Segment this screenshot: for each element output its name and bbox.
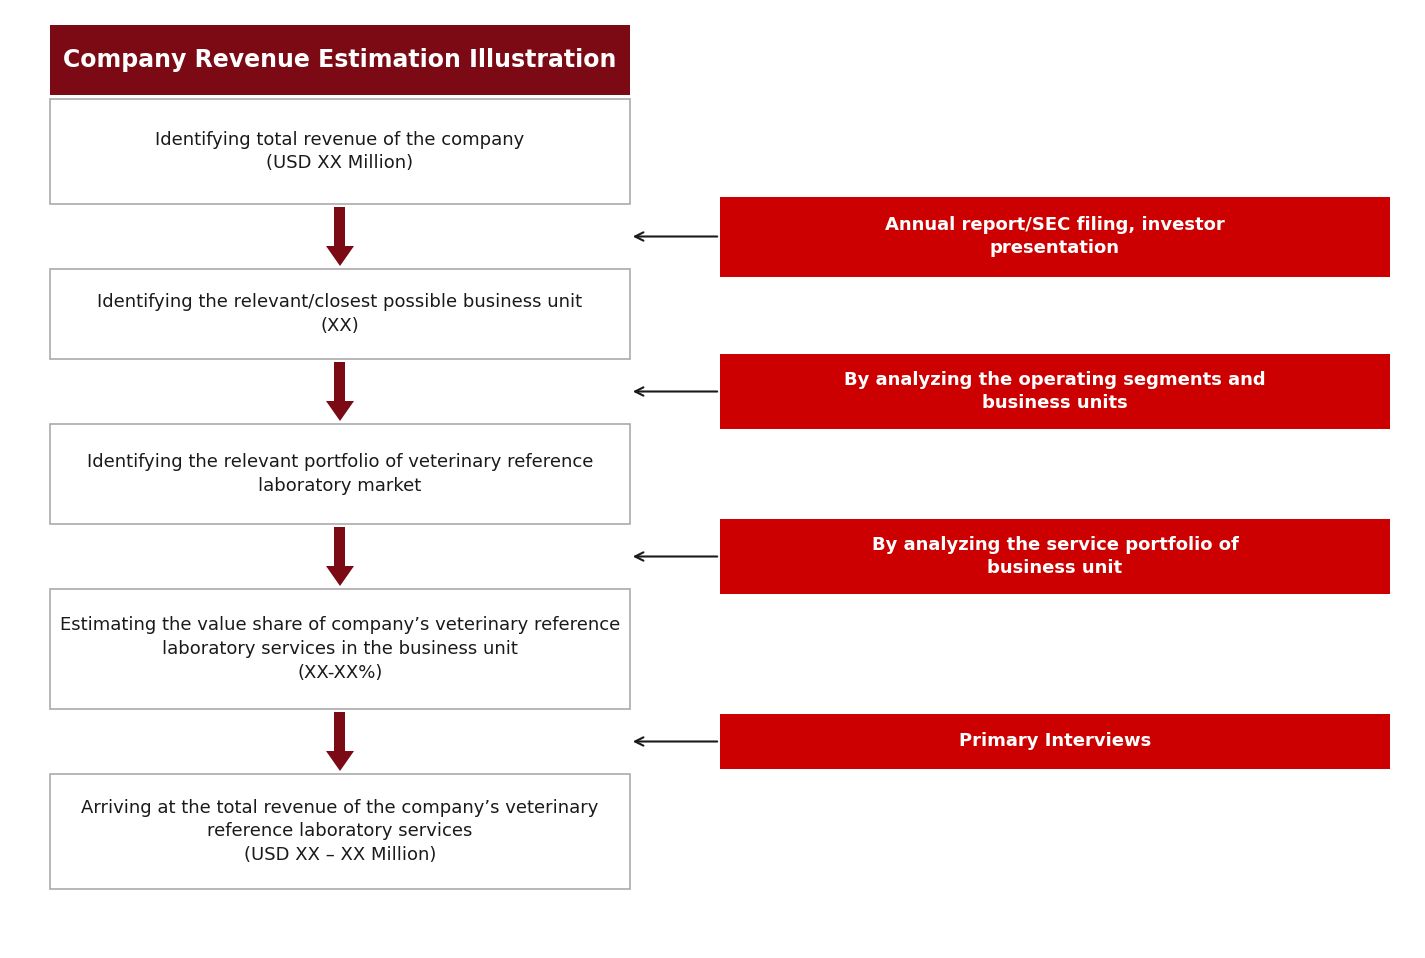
Text: Annual report/SEC filing, investor
presentation: Annual report/SEC filing, investor prese… xyxy=(885,216,1226,258)
Polygon shape xyxy=(326,566,353,586)
Text: By analyzing the operating segments and
business units: By analyzing the operating segments and … xyxy=(844,371,1265,412)
FancyBboxPatch shape xyxy=(720,714,1389,769)
FancyBboxPatch shape xyxy=(335,362,345,401)
Polygon shape xyxy=(326,401,353,421)
Text: Company Revenue Estimation Illustration: Company Revenue Estimation Illustration xyxy=(63,48,617,72)
FancyBboxPatch shape xyxy=(335,207,345,246)
FancyBboxPatch shape xyxy=(720,519,1389,594)
Text: Identifying total revenue of the company
(USD XX Million): Identifying total revenue of the company… xyxy=(155,130,524,172)
FancyBboxPatch shape xyxy=(335,712,345,751)
Text: Identifying the relevant portfolio of veterinary reference
laboratory market: Identifying the relevant portfolio of ve… xyxy=(87,453,593,494)
FancyBboxPatch shape xyxy=(50,25,630,95)
Polygon shape xyxy=(326,246,353,266)
FancyBboxPatch shape xyxy=(50,99,630,204)
FancyBboxPatch shape xyxy=(50,589,630,709)
Text: By analyzing the service portfolio of
business unit: By analyzing the service portfolio of bu… xyxy=(872,536,1238,578)
Polygon shape xyxy=(326,751,353,771)
Text: Primary Interviews: Primary Interviews xyxy=(959,733,1151,750)
Text: Estimating the value share of company’s veterinary reference
laboratory services: Estimating the value share of company’s … xyxy=(60,616,620,681)
FancyBboxPatch shape xyxy=(720,354,1389,429)
Text: Identifying the relevant/closest possible business unit
(XX): Identifying the relevant/closest possibl… xyxy=(97,293,583,334)
FancyBboxPatch shape xyxy=(50,424,630,524)
FancyBboxPatch shape xyxy=(335,527,345,566)
FancyBboxPatch shape xyxy=(720,196,1389,277)
FancyBboxPatch shape xyxy=(50,269,630,359)
FancyBboxPatch shape xyxy=(50,774,630,889)
Text: Arriving at the total revenue of the company’s veterinary
reference laboratory s: Arriving at the total revenue of the com… xyxy=(81,799,598,864)
